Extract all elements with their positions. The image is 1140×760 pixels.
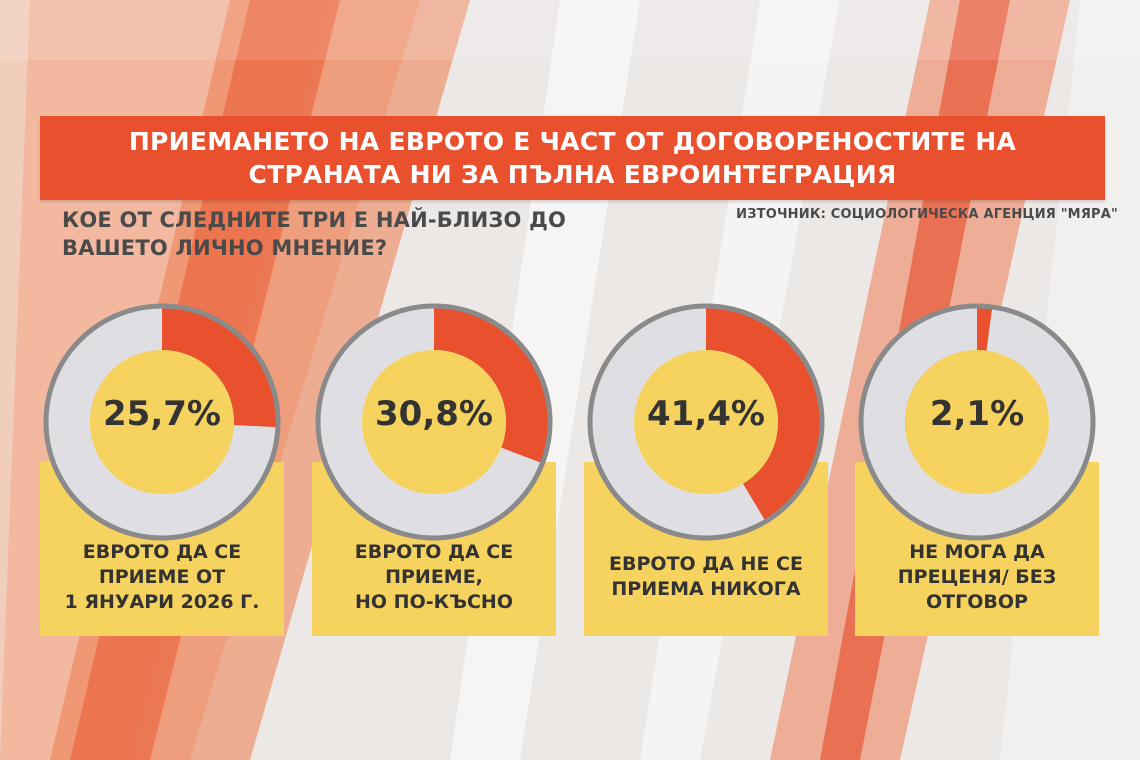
- category-label-line: 1 ЯНУАРИ 2026 Г.: [64, 591, 260, 613]
- donut-slice: [162, 304, 280, 428]
- donut-card-3: 41,4% ЕВРОТО ДА НЕ СЕ ПРИЕМА НИКОГА: [584, 302, 828, 636]
- donut-outer-ring: [315, 303, 553, 541]
- donut-slice: [977, 304, 993, 351]
- donut-slice: [706, 304, 824, 524]
- category-label-line: ПРЕЦЕНЯ/ БЕЗ: [897, 566, 1057, 588]
- donut-outer-ring: [858, 303, 1096, 541]
- question-text: КОЕ ОТ СЛЕДНИТЕ ТРИ Е НАЙ-БЛИЗО ДО ВАШЕТ…: [62, 206, 622, 262]
- value-label: 41,4%: [647, 394, 765, 434]
- category-label-line: ОТГОВОР: [926, 591, 1028, 613]
- donut-outer-ring: [587, 303, 825, 541]
- category-label-line: ЕВРОТО ДА СЕ: [354, 541, 514, 563]
- category-label: НЕ МОГА ДА ПРЕЦЕНЯ/ БЕЗ ОТГОВОР: [855, 540, 1099, 615]
- donut-card-1: 25,7% ЕВРОТО ДА СЕ ПРИЕМЕ ОТ 1 ЯНУАРИ 2026 …: [40, 302, 284, 636]
- donut-chart: [43, 303, 281, 541]
- category-label-line: ПРИЕМА НИКОГА: [611, 578, 801, 600]
- question-line-2: ВАШЕТО ЛИЧНО МНЕНИЕ?: [62, 236, 388, 260]
- question-line-1: КОЕ ОТ СЛЕДНИТЕ ТРИ Е НАЙ-БЛИЗО ДО: [62, 208, 567, 232]
- donut-outer-ring: [43, 303, 281, 541]
- source-label: ИЗТОЧНИК: СОЦИОЛОГИЧЕСКА АГЕНЦИЯ "МЯРА": [736, 207, 1118, 222]
- title-line-1: ПРИЕМАНЕТО НА ЕВРОТО Е ЧАСТ ОТ ДОГОВОРЕН…: [128, 127, 1017, 156]
- donut-center: [90, 350, 234, 494]
- category-label: ЕВРОТО ДА СЕ ПРИЕМЕ ОТ 1 ЯНУАРИ 2026 Г.: [40, 540, 284, 615]
- category-label-line: ПРИЕМЕ,: [385, 566, 483, 588]
- category-label-line: ПРИЕМЕ ОТ: [98, 566, 226, 588]
- category-label-line: ЕВРОТО ДА НЕ СЕ: [609, 553, 803, 575]
- donut-center: [362, 350, 506, 494]
- donut-center: [634, 350, 778, 494]
- category-label-line: НЕ МОГА ДА: [909, 541, 1045, 563]
- value-label: 25,7%: [103, 394, 221, 434]
- category-label: ЕВРОТО ДА СЕ ПРИЕМЕ, НО ПО-КЪСНО: [312, 540, 556, 615]
- category-label: ЕВРОТО ДА НЕ СЕ ПРИЕМА НИКОГА: [584, 552, 828, 602]
- donut-chart: [315, 303, 553, 541]
- value-label: 2,1%: [929, 394, 1025, 434]
- donut-chart: [858, 303, 1096, 541]
- donut-chart: [587, 303, 825, 541]
- category-label-line: НО ПО-КЪСНО: [355, 591, 513, 613]
- donut-card-4: 2,1% НЕ МОГА ДА ПРЕЦЕНЯ/ БЕЗ ОТГОВОР: [855, 302, 1099, 636]
- donut-card-2: 30,8% ЕВРОТО ДА СЕ ПРИЕМЕ, НО ПО-КЪСНО: [312, 302, 556, 636]
- title-line-2: СТРАНАТА НИ ЗА ПЪЛНА ЕВРОИНТЕГРАЦИЯ: [248, 160, 897, 189]
- donut-center: [905, 350, 1049, 494]
- value-label: 30,8%: [375, 394, 493, 434]
- category-label-line: ЕВРОТО ДА СЕ: [82, 541, 242, 563]
- title-banner: ПРИЕМАНЕТО НА ЕВРОТО Е ЧАСТ ОТ ДОГОВОРЕН…: [40, 116, 1105, 200]
